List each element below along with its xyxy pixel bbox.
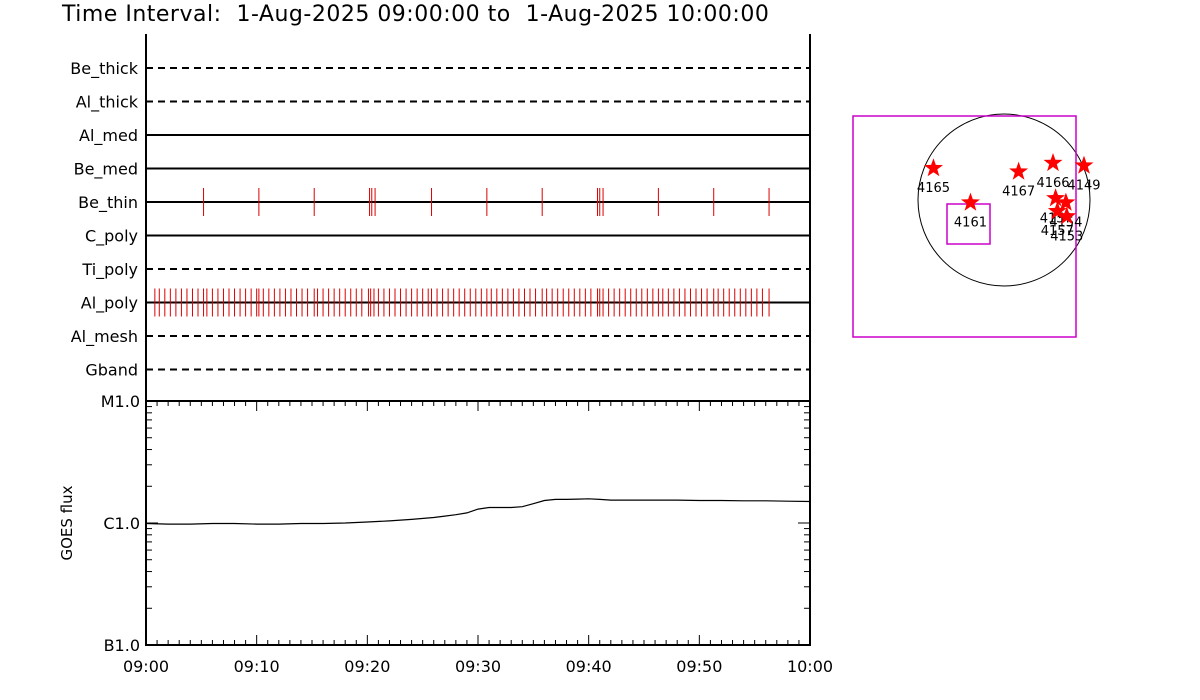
goes-flux-line <box>145 498 811 525</box>
y-axis-title: GOES flux <box>58 485 76 560</box>
active-region-label: 4161 <box>954 216 987 231</box>
y-tick-label: C1.0 <box>103 514 140 533</box>
filter-label-al_thick: Al_thick <box>76 93 139 113</box>
active-region-label: 4149 <box>1067 179 1100 194</box>
active-region-star <box>1046 188 1066 207</box>
filter-label-be_thin: Be_thin <box>78 193 138 213</box>
x-tick-label: 10:00 <box>787 657 833 676</box>
goes-frame <box>145 400 811 646</box>
active-region-star <box>1057 206 1077 225</box>
goes-flux-panel: B1.0 C1.0 M1.0 09:00 09:10 09:20 09:30 09:40 09:… <box>58 392 833 676</box>
x-tick-label: 09:30 <box>455 657 501 676</box>
filter-label-be_med: Be_med <box>74 160 138 180</box>
page-title: Time Interval: 1-Aug-2025 09:00:00 to 1-… <box>62 2 770 27</box>
active-region-star <box>960 192 980 211</box>
x-tick-label: 09:40 <box>566 657 612 676</box>
active-region-label: 4154 <box>1049 216 1082 231</box>
filter-label-ti_poly: Ti_poly <box>81 260 138 280</box>
active-region-label: 4153 <box>1050 229 1083 244</box>
filter-label-al_med: Al_med <box>79 126 138 146</box>
filter-label-al_mesh: Al_mesh <box>71 327 138 347</box>
filter-label-al_poly: Al_poly <box>81 294 138 314</box>
x-tick-label: 09:10 <box>234 657 280 676</box>
active-region-label: 4165 <box>917 181 950 196</box>
active-region-star <box>1043 153 1063 172</box>
x-tick-label: 09:00 <box>123 657 169 676</box>
active-region-star <box>924 158 943 177</box>
filter-label-c_poly: C_poly <box>85 227 138 247</box>
x-tick-label: 09:50 <box>676 657 722 676</box>
active-region-star <box>1047 201 1067 220</box>
active-region-star <box>1056 192 1076 211</box>
active-region-label: 4167 <box>1002 185 1035 200</box>
active-region-label: 4166 <box>1036 176 1069 191</box>
y-tick-label: B1.0 <box>104 636 140 655</box>
y-tick-label: M1.0 <box>101 392 140 411</box>
active-region-label: 4157 <box>1041 224 1074 239</box>
filter-label-gband: Gband <box>85 361 138 380</box>
fov-box-large <box>852 115 1077 338</box>
filter-label-be_thick: Be_thick <box>70 59 138 79</box>
x-tick-label: 09:20 <box>344 657 390 676</box>
solar-disk-outline <box>917 113 1091 287</box>
active-region-star <box>1074 155 1094 174</box>
active-region-star <box>1009 161 1029 180</box>
filter-timeline-panel: Be_thick Al_thick Al_med Be_med Be_thin C_pol… <box>70 34 811 401</box>
